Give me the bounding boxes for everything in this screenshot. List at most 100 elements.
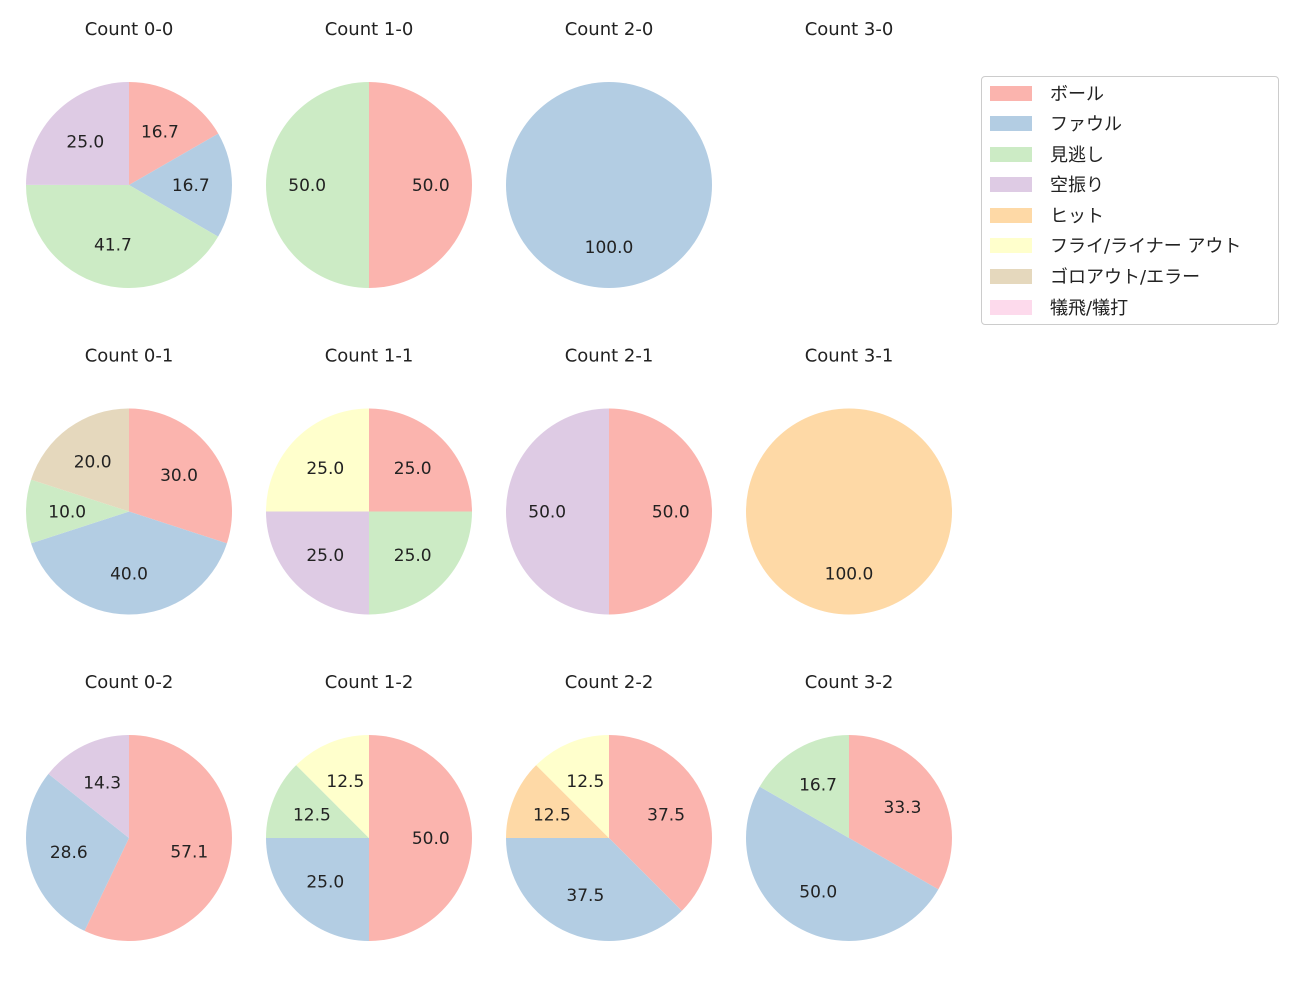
pie-slice: [506, 765, 609, 838]
pie-title: Count 1-2: [325, 672, 414, 693]
pie-slice: [266, 765, 369, 838]
legend-label: ファウル: [1050, 114, 1122, 135]
legend-swatch: [990, 207, 1032, 223]
legend: ボール ファウル 見逃し 空振り ヒット フライ/ライナー アウト ゴロアウト/…: [981, 76, 1279, 325]
pie-slice: [31, 408, 129, 512]
slice-label: 33.3: [884, 798, 922, 818]
pie-title: Count 3-2: [805, 672, 894, 693]
pie-title: Count 0-0: [85, 19, 174, 40]
legend-label: ゴロアウト/エラー: [1050, 267, 1201, 288]
legend-item: ヒット: [990, 205, 1104, 227]
pie-title: Count 3-1: [805, 346, 894, 367]
legend-label: ボール: [1050, 84, 1104, 105]
pie-title: Count 2-2: [565, 672, 654, 693]
pie-slice: [536, 735, 609, 838]
pie-title: Count 3-0: [805, 19, 894, 40]
legend-item: ファウル: [990, 113, 1122, 135]
pie-slice: [266, 82, 369, 288]
legend-swatch: [990, 268, 1032, 284]
legend-label: 空振り: [1050, 175, 1104, 196]
slice-label: 41.7: [94, 236, 132, 256]
slice-label: 20.0: [74, 453, 112, 473]
slice-label: 50.0: [288, 176, 326, 196]
pie-slice: [609, 735, 712, 911]
pie-slice: [31, 511, 227, 615]
pie-slice: [609, 408, 712, 615]
legend-label: ヒット: [1050, 206, 1104, 227]
slice-label: 12.5: [566, 772, 604, 792]
slice-label: 100.0: [585, 238, 634, 258]
slice-label: 25.0: [306, 546, 344, 566]
legend-swatch: [990, 146, 1032, 162]
slice-label: 50.0: [652, 503, 690, 523]
pie-slice: [266, 511, 369, 615]
legend-item: ボール: [990, 83, 1104, 105]
slice-label: 50.0: [528, 503, 566, 523]
legend-swatch: [990, 176, 1032, 192]
slice-label: 25.0: [394, 546, 432, 566]
pie-slice: [506, 82, 712, 288]
slice-label: 16.7: [799, 776, 837, 796]
pie-slice: [746, 408, 952, 615]
slice-label: 16.7: [172, 176, 210, 196]
pie-slice: [759, 735, 849, 838]
slice-label: 12.5: [293, 805, 331, 825]
pie-title: Count 2-1: [565, 346, 654, 367]
slice-label: 37.5: [647, 805, 685, 825]
legend-item: 見逃し: [990, 144, 1104, 166]
legend-swatch: [990, 299, 1032, 315]
slice-label: 50.0: [799, 883, 837, 903]
pie-slice: [369, 735, 472, 941]
pie-slice: [26, 479, 130, 544]
pie-slice: [84, 735, 232, 942]
pie-slice: [369, 408, 472, 512]
pie-title: Count 1-1: [325, 346, 414, 367]
legend-swatch: [990, 85, 1032, 101]
pie-slice: [25, 184, 219, 288]
slice-label: 10.0: [48, 503, 86, 523]
pie-slice: [25, 773, 129, 931]
legend-item: 犠飛/犠打: [990, 297, 1129, 319]
slice-label: 50.0: [412, 829, 450, 849]
legend-label: 犠飛/犠打: [1050, 298, 1129, 319]
pie-title: Count 0-1: [85, 346, 174, 367]
legend-swatch: [990, 115, 1032, 131]
slice-label: 25.0: [306, 873, 344, 893]
slice-label: 37.5: [566, 886, 604, 906]
pie-slice: [849, 735, 953, 890]
slice-label: 25.0: [66, 132, 104, 152]
slice-label: 100.0: [825, 564, 874, 584]
pie-slice: [266, 408, 369, 512]
pie-slice: [506, 408, 609, 615]
pie-slice: [129, 82, 219, 185]
pie-title: Count 1-0: [325, 19, 414, 40]
pie-slice: [369, 511, 472, 615]
legend-swatch: [990, 237, 1032, 253]
pie-slice: [745, 786, 939, 941]
slice-label: 12.5: [533, 805, 571, 825]
pie-title: Count 2-0: [565, 19, 654, 40]
pie-slice: [48, 735, 130, 838]
slice-label: 12.5: [326, 772, 364, 792]
slice-label: 28.6: [50, 843, 88, 863]
slice-label: 25.0: [394, 459, 432, 479]
slice-label: 16.7: [141, 122, 179, 142]
pie-slice: [266, 838, 369, 941]
legend-item: 空振り: [990, 174, 1104, 196]
pie-slice: [369, 82, 472, 288]
pie-slice: [129, 408, 232, 544]
pie-slice: [296, 735, 369, 838]
pie-title: Count 0-2: [85, 672, 174, 693]
slice-label: 30.0: [160, 466, 198, 486]
legend-label: フライ/ライナー アウト: [1050, 236, 1242, 257]
slice-label: 14.3: [83, 773, 121, 793]
slice-label: 40.0: [110, 564, 148, 584]
pie-slice: [506, 838, 682, 941]
legend-label: 見逃し: [1050, 145, 1104, 166]
slice-label: 50.0: [412, 176, 450, 196]
pie-slice: [129, 133, 232, 237]
legend-item: ゴロアウト/エラー: [990, 266, 1201, 288]
slice-label: 25.0: [306, 459, 344, 479]
